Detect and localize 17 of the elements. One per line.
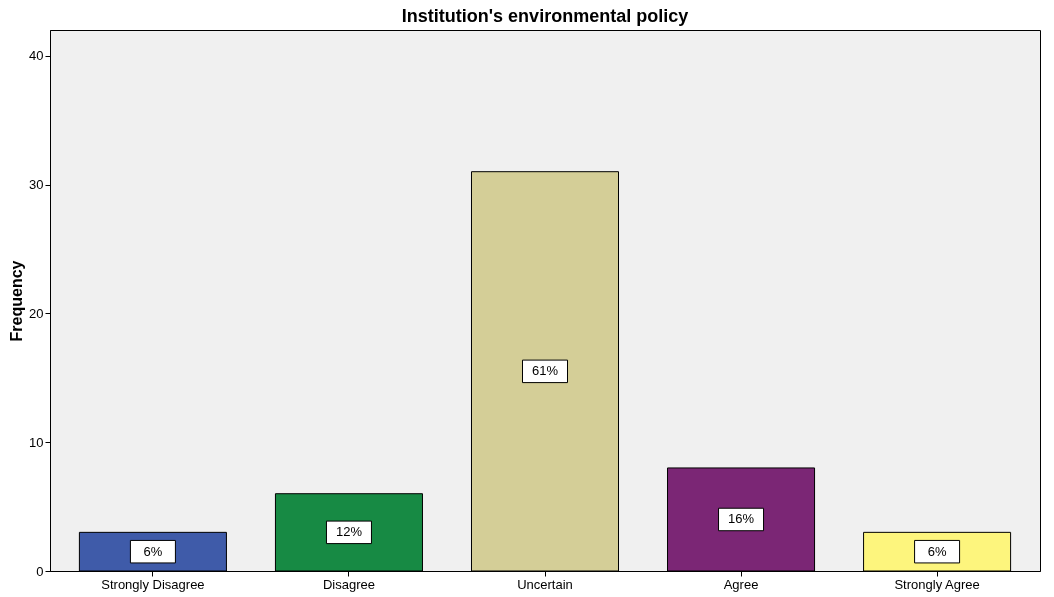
annotation: 12%: [335, 524, 363, 540]
x-tick-label: Strongly Agree: [894, 576, 980, 592]
y-tick-label: 30: [29, 177, 44, 193]
x-tick-label: Uncertain: [517, 576, 573, 592]
annotation: 61%: [531, 363, 559, 379]
y-tick-label: 40: [29, 48, 44, 64]
chart-title: Institution's environmental policy: [401, 6, 689, 26]
y-tick-label: 20: [29, 305, 44, 321]
y-tick-label: 0: [36, 563, 44, 579]
y-tick-label: 10: [29, 434, 44, 450]
annotation: 16%: [728, 511, 755, 527]
x-tick-label: Agree: [723, 576, 759, 592]
annotation: 6%: [143, 543, 163, 559]
x-tick-label: Strongly Disagree: [101, 576, 205, 592]
x-tick-label: Disagree: [322, 576, 375, 592]
y-axis-title: Frequency: [8, 260, 26, 342]
annotation: 6%: [927, 543, 947, 559]
